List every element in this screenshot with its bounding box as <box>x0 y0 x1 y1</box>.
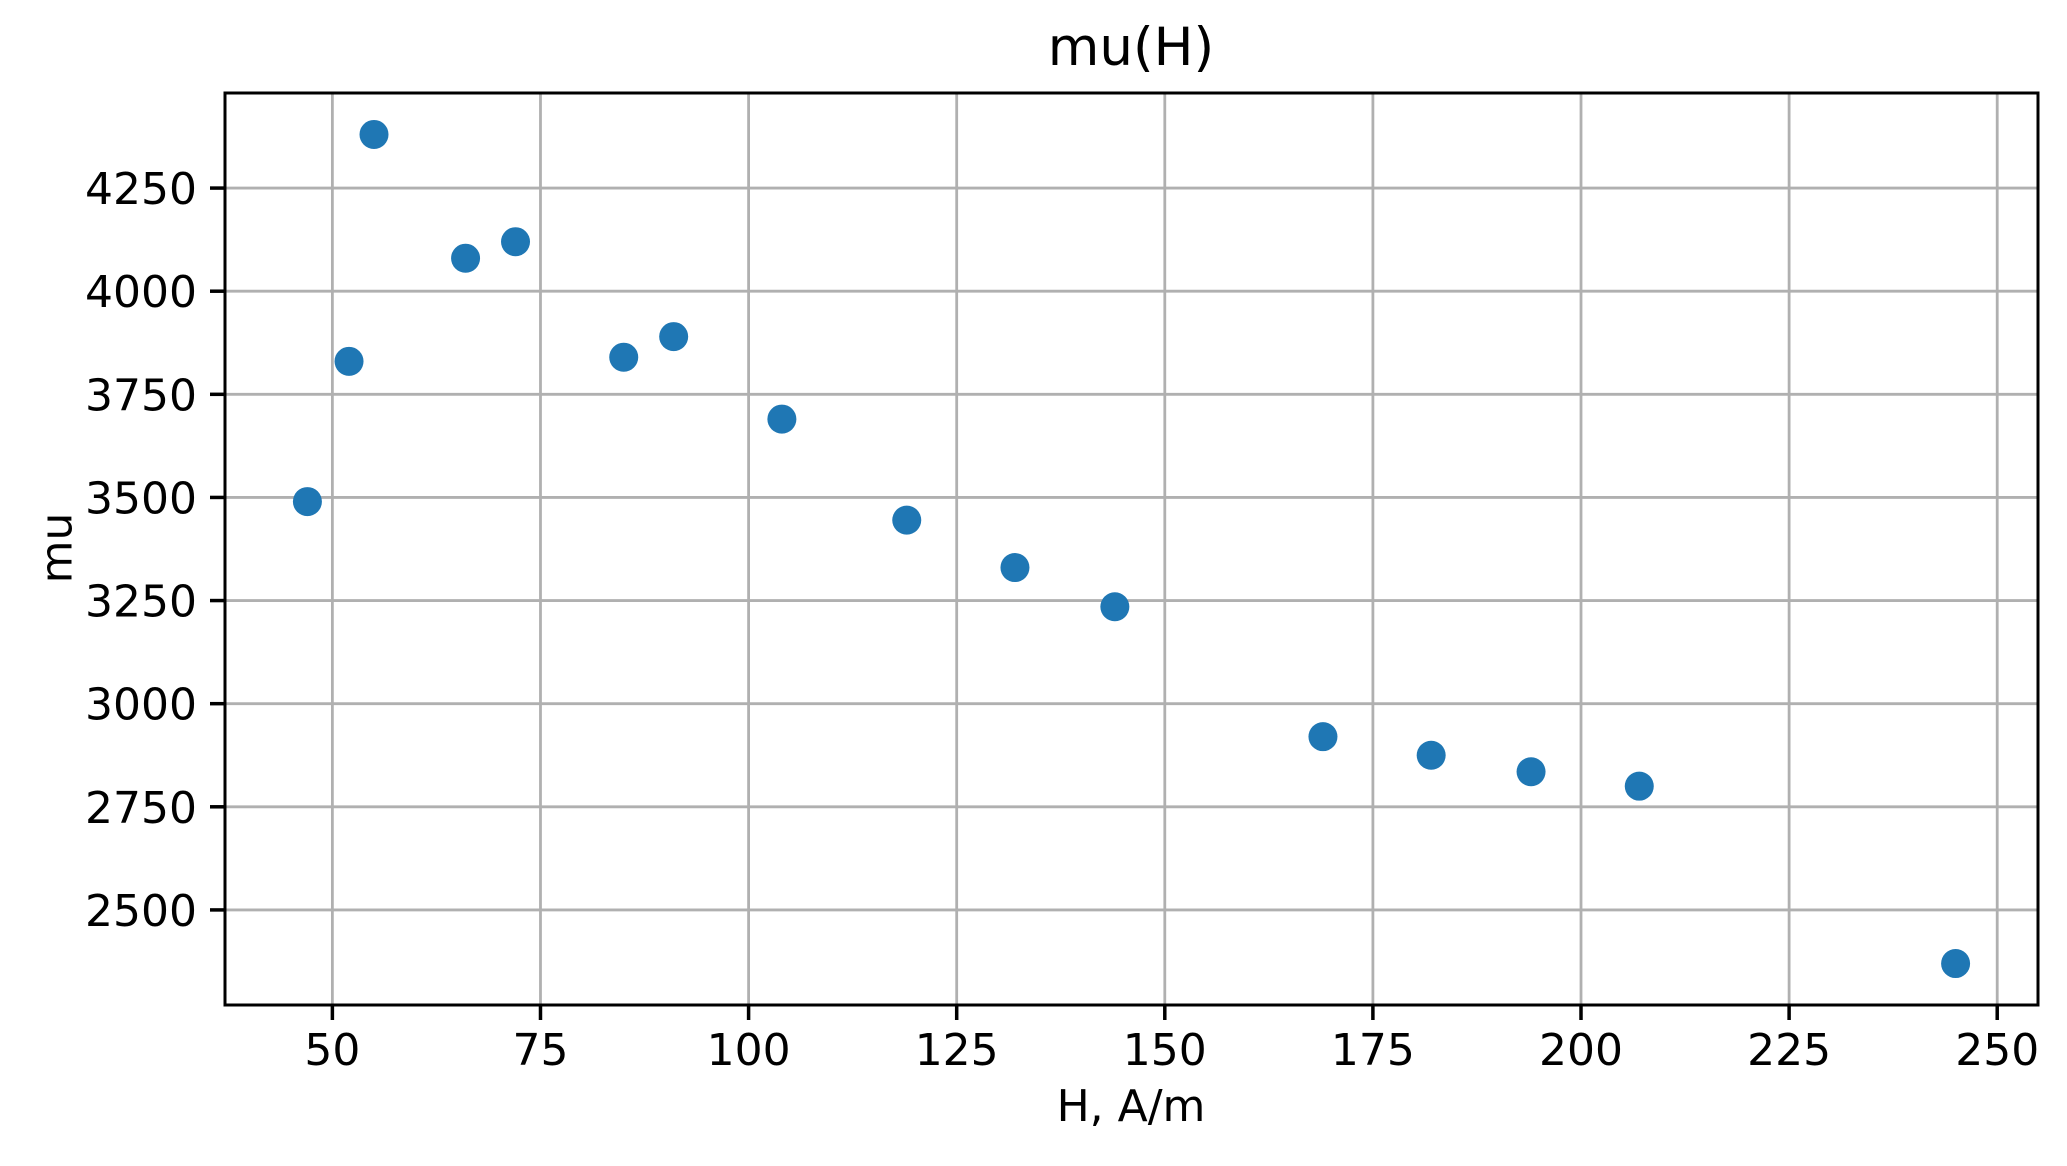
x-axis-label: H, A/m <box>1056 1081 1206 1132</box>
x-tick-label: 125 <box>915 1025 999 1076</box>
y-tick-label: 4000 <box>85 267 197 318</box>
y-axis-label: mu <box>31 512 83 584</box>
y-tick-label: 2750 <box>85 783 197 834</box>
data-point <box>1624 771 1654 801</box>
x-tick-label: 50 <box>304 1025 360 1076</box>
data-point <box>451 243 481 273</box>
y-tick-label: 4250 <box>85 164 197 215</box>
y-tick-label: 3000 <box>85 680 197 731</box>
data-point <box>892 505 922 535</box>
chart-title: mu(H) <box>1047 17 1215 78</box>
y-tick-label: 3750 <box>85 370 197 421</box>
data-point <box>767 404 797 434</box>
data-point <box>1308 722 1338 752</box>
data-point <box>359 119 389 149</box>
y-tick-label: 2500 <box>85 886 197 937</box>
y-tick-label: 3250 <box>85 577 197 628</box>
data-point <box>292 487 322 517</box>
x-tick-label: 225 <box>1747 1025 1831 1076</box>
data-point <box>1516 757 1546 787</box>
plot-border <box>223 91 2040 1007</box>
x-tick-label: 250 <box>1955 1025 2039 1076</box>
data-point <box>609 342 639 372</box>
x-tick-label: 200 <box>1539 1025 1623 1076</box>
data-point <box>501 227 531 257</box>
x-tick-label: 175 <box>1331 1025 1415 1076</box>
y-tick-label: 3500 <box>85 473 197 524</box>
data-point <box>1416 740 1446 770</box>
data-point <box>1100 592 1130 622</box>
data-point <box>1000 553 1030 583</box>
x-tick-label: 100 <box>707 1025 791 1076</box>
data-point <box>659 322 689 352</box>
x-tick-label: 75 <box>512 1025 568 1076</box>
data-point <box>334 346 364 376</box>
data-point <box>1941 949 1971 979</box>
x-tick-label: 150 <box>1123 1025 1207 1076</box>
